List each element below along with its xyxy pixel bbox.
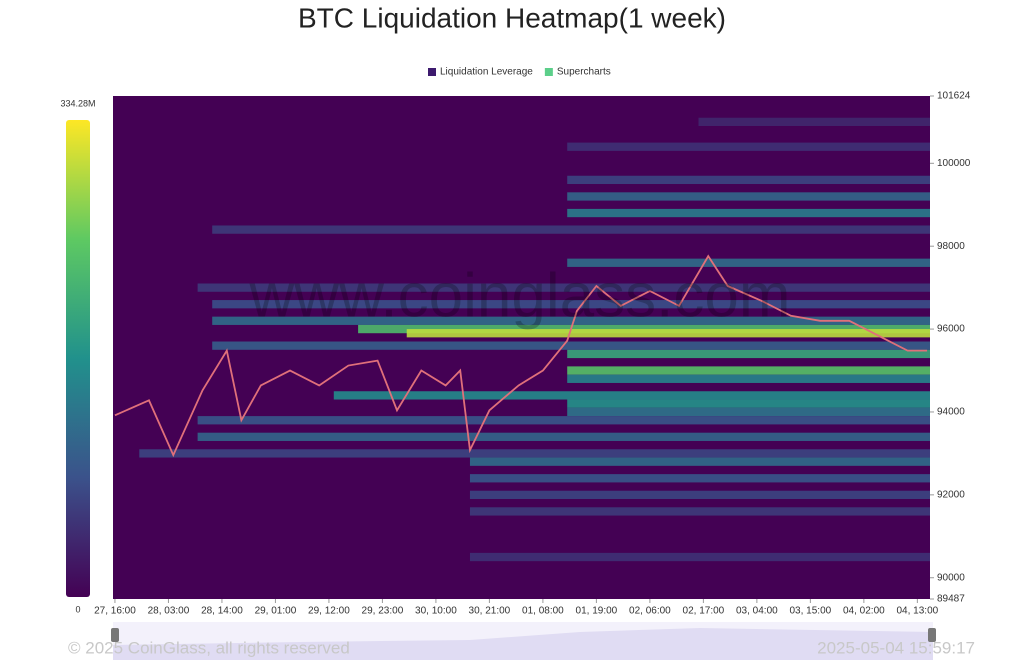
heat-band [567, 258, 930, 267]
x-tick-label: 03, 15:00 [790, 606, 832, 617]
heat-band [567, 407, 930, 417]
colorbar-label: 334.28M [60, 98, 95, 108]
heat-band [212, 341, 930, 350]
legend-swatch [544, 68, 553, 76]
heat-band [212, 316, 930, 325]
y-tick-label: 101624 [937, 91, 971, 102]
x-tick-label: 03, 04:00 [736, 606, 778, 617]
x-tick-label: 29, 01:00 [255, 606, 297, 617]
heat-band [567, 399, 930, 408]
watermark: www.coinglass.com [249, 261, 791, 330]
heat-band [567, 175, 930, 185]
heat-band [567, 349, 930, 359]
x-tick-label: 30, 21:00 [469, 606, 511, 617]
footer-timestamp: 2025-05-04 15:59:17 [817, 638, 975, 657]
navigator-handle[interactable] [111, 628, 119, 642]
heat-band [698, 117, 930, 127]
heat-band [469, 457, 930, 466]
heat-band [567, 208, 930, 218]
x-tick-label: 30, 10:00 [415, 606, 457, 617]
heat-band [567, 192, 930, 201]
colorbar [66, 120, 90, 597]
heat-band [212, 225, 930, 234]
heat-band [567, 366, 930, 375]
heat-band [469, 507, 930, 516]
heat-band [139, 449, 930, 458]
legend-label: Liquidation Leverage [440, 67, 533, 78]
x-tick-label: 04, 02:00 [843, 606, 885, 617]
footer-copyright: © 2025 CoinGlass, all rights reserved [68, 638, 350, 657]
x-tick-label: 01, 08:00 [522, 606, 564, 617]
heat-band [197, 283, 930, 292]
heat-band [406, 329, 930, 338]
heat-band [197, 416, 930, 425]
y-tick-label: 90000 [937, 572, 965, 583]
price-line [114, 254, 928, 458]
x-tick-label: 27, 16:00 [94, 606, 136, 617]
navigator-handle[interactable] [928, 628, 936, 642]
navigator-area [113, 628, 933, 660]
x-tick-label: 02, 06:00 [629, 606, 671, 617]
heat-band [212, 300, 930, 309]
heat-band [469, 552, 930, 562]
heat-band [567, 374, 930, 383]
chart-title: BTC Liquidation Heatmap(1 week) [298, 2, 726, 33]
x-tick-label: 01, 19:00 [576, 606, 618, 617]
heat-band [469, 490, 930, 499]
x-tick-label: 29, 23:00 [362, 606, 404, 617]
x-tick-label: 28, 03:00 [148, 606, 190, 617]
heat-band [197, 432, 930, 441]
heat-band [469, 474, 930, 483]
x-tick-label: 29, 12:00 [308, 606, 350, 617]
heat-band [333, 391, 930, 400]
y-tick-label: 100000 [937, 158, 971, 169]
legend-label: Supercharts [557, 67, 611, 78]
x-tick-label: 02, 17:00 [683, 606, 725, 617]
x-tick-label: 28, 14:00 [201, 606, 243, 617]
y-tick-label: 92000 [937, 489, 965, 500]
y-tick-label: 89487 [937, 594, 965, 605]
y-tick-label: 94000 [937, 407, 965, 418]
y-tick-label: 98000 [937, 241, 965, 252]
heat-band [567, 142, 930, 151]
colorbar-label: 0 [75, 604, 80, 614]
x-tick-label: 04, 13:00 [896, 606, 938, 617]
heat-band [358, 324, 931, 334]
y-tick-label: 96000 [937, 324, 965, 335]
legend-swatch [428, 68, 436, 76]
